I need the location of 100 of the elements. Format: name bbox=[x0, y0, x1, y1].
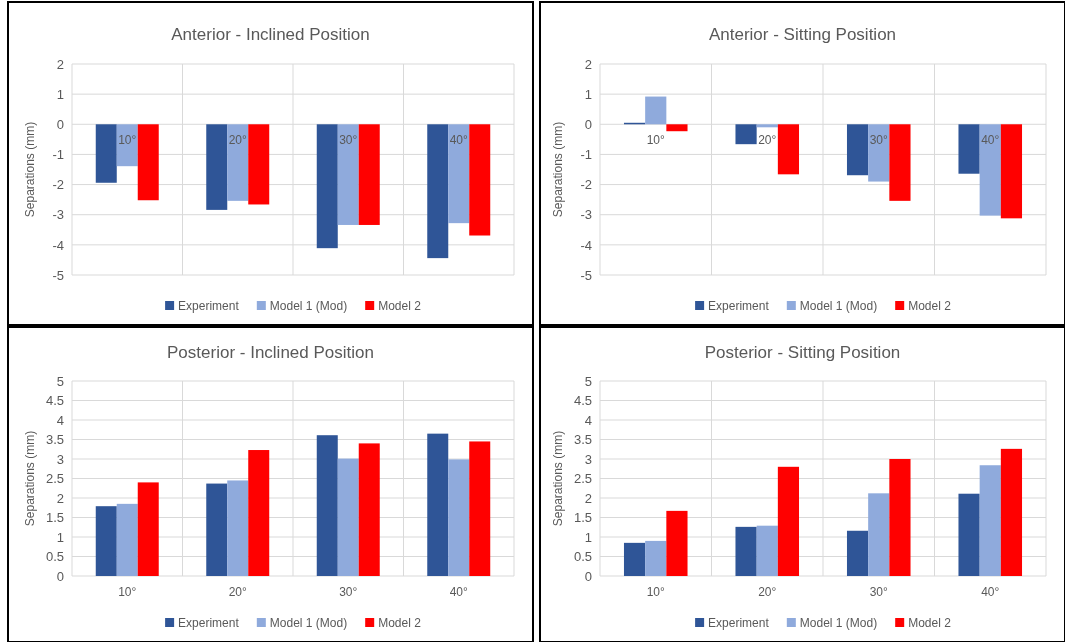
legend-label: Model 2 bbox=[378, 616, 422, 630]
bar bbox=[358, 443, 380, 576]
x-tick-label: 20° bbox=[758, 585, 777, 599]
bar bbox=[846, 124, 869, 176]
y-tick-label: -5 bbox=[580, 267, 592, 283]
legend-label: Experiment bbox=[178, 616, 240, 630]
bar bbox=[1000, 448, 1023, 576]
y-tick-label: 0 bbox=[56, 116, 64, 132]
bar bbox=[95, 506, 117, 576]
y-tick-label: 0 bbox=[584, 568, 592, 584]
x-tick-label: 10° bbox=[118, 133, 137, 148]
x-tick-label: 40° bbox=[981, 585, 1000, 599]
x-tick-label: 30° bbox=[339, 585, 358, 599]
legend-label: Model 1 (Mod) bbox=[269, 616, 348, 630]
bar bbox=[316, 435, 338, 576]
bar bbox=[979, 465, 1001, 576]
bar bbox=[777, 124, 800, 175]
chart-title: Posterior - Inclined Position bbox=[167, 343, 374, 362]
y-tick-label: 2 bbox=[56, 490, 64, 506]
y-tick-label: -5 bbox=[52, 267, 64, 283]
x-tick-label: 20° bbox=[228, 133, 248, 148]
y-tick-label: 3.5 bbox=[45, 432, 64, 448]
y-tick-label: 2 bbox=[584, 56, 592, 72]
bar bbox=[756, 124, 778, 128]
legend-label: Experiment bbox=[708, 616, 770, 630]
y-axis-title: Separations (mm) bbox=[23, 121, 37, 218]
legend-label: Model 1 (Mod) bbox=[269, 299, 348, 313]
bar bbox=[756, 525, 778, 576]
bar bbox=[427, 433, 449, 576]
y-tick-label: 3 bbox=[56, 451, 64, 467]
y-tick-label: 4.5 bbox=[573, 393, 592, 409]
legend-label: Model 1 (Mod) bbox=[799, 299, 878, 313]
bar bbox=[645, 96, 667, 125]
y-tick-label: 1 bbox=[56, 86, 64, 102]
x-tick-label: 30° bbox=[869, 585, 889, 599]
y-axis-title: Separations (mm) bbox=[551, 430, 565, 527]
x-tick-label: 40° bbox=[449, 585, 469, 599]
bar bbox=[889, 459, 911, 576]
y-tick-label: -1 bbox=[52, 147, 64, 163]
bar bbox=[868, 493, 890, 576]
y-tick-label: 2.5 bbox=[45, 471, 64, 487]
y-tick-label: 5 bbox=[584, 373, 592, 389]
x-tick-label: 40° bbox=[981, 133, 1000, 148]
legend-label: Experiment bbox=[708, 299, 770, 313]
y-tick-label: 2 bbox=[56, 56, 64, 72]
bar bbox=[337, 458, 359, 576]
bar bbox=[735, 124, 757, 145]
y-tick-label: -4 bbox=[52, 237, 64, 253]
bar bbox=[137, 482, 159, 576]
bar bbox=[868, 124, 890, 182]
bar bbox=[206, 483, 228, 576]
chart-title: Posterior - Sitting Position bbox=[704, 343, 901, 362]
y-tick-label: 2.5 bbox=[573, 471, 592, 487]
x-tick-label: 30° bbox=[339, 133, 358, 148]
y-tick-label: 1 bbox=[584, 529, 592, 545]
y-tick-label: 0.5 bbox=[45, 549, 64, 565]
y-tick-label: -3 bbox=[52, 207, 64, 223]
bar bbox=[889, 124, 911, 201]
y-tick-label: -1 bbox=[580, 147, 592, 163]
x-tick-label: 20° bbox=[758, 133, 777, 148]
bar bbox=[958, 493, 980, 576]
x-tick-label: 10° bbox=[118, 585, 137, 599]
legend-label: Model 2 bbox=[908, 299, 952, 313]
chart-title: Anterior - Inclined Position bbox=[171, 25, 370, 44]
y-tick-label: 2 bbox=[584, 490, 592, 506]
bar bbox=[666, 124, 688, 132]
bar bbox=[248, 450, 270, 576]
chart-title: Anterior - Sitting Position bbox=[708, 25, 897, 44]
y-tick-label: 5 bbox=[56, 373, 64, 389]
y-tick-label: 0 bbox=[56, 568, 64, 584]
y-tick-label: 1 bbox=[56, 529, 64, 545]
y-tick-label: -4 bbox=[580, 237, 592, 253]
x-tick-label: 10° bbox=[646, 133, 666, 148]
y-tick-label: -2 bbox=[580, 177, 592, 193]
x-tick-label: 10° bbox=[646, 585, 666, 599]
y-tick-label: 1.5 bbox=[45, 510, 64, 526]
legend-label: Model 1 (Mod) bbox=[799, 616, 878, 630]
bar bbox=[846, 530, 869, 576]
y-tick-label: 1 bbox=[584, 86, 592, 102]
legend-label: Model 2 bbox=[378, 299, 422, 313]
y-tick-label: 4.5 bbox=[45, 393, 64, 409]
legend-label: Experiment bbox=[178, 299, 240, 313]
bar bbox=[777, 466, 800, 576]
y-tick-label: 4 bbox=[56, 412, 64, 428]
y-tick-label: 1.5 bbox=[573, 510, 592, 526]
bar bbox=[1000, 124, 1023, 219]
x-tick-label: 30° bbox=[869, 133, 889, 148]
bar bbox=[666, 510, 688, 576]
y-axis-title: Separations (mm) bbox=[23, 430, 37, 527]
y-tick-label: -3 bbox=[580, 207, 592, 223]
y-tick-label: 3.5 bbox=[573, 432, 592, 448]
y-tick-label: 3 bbox=[584, 451, 592, 467]
y-tick-label: 0.5 bbox=[573, 549, 592, 565]
y-axis-title: Separations (mm) bbox=[551, 121, 565, 218]
y-tick-label: -2 bbox=[52, 177, 64, 193]
y-tick-label: 4 bbox=[584, 412, 592, 428]
bar bbox=[735, 526, 757, 576]
bar bbox=[958, 124, 980, 174]
bar bbox=[979, 124, 1001, 216]
bar bbox=[448, 459, 470, 576]
